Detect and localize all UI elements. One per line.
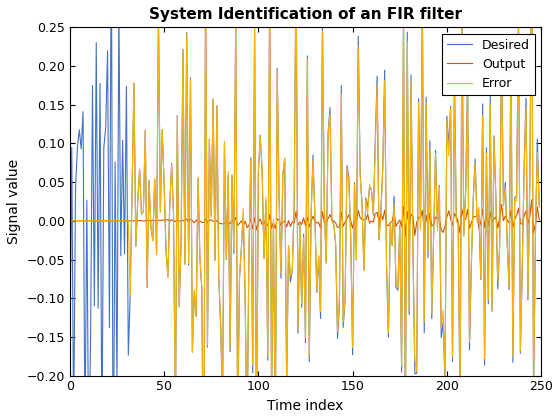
Output: [338, 210, 344, 215]
Line: Desired: Desired: [70, 0, 539, 420]
Output: [144, 218, 151, 223]
Output: [255, 219, 262, 224]
Line: Output: Output: [70, 200, 539, 236]
Output: [528, 197, 535, 202]
Desired: [264, 358, 271, 363]
Error: [519, 262, 526, 267]
Error: [144, 285, 151, 290]
X-axis label: Time index: Time index: [267, 399, 344, 413]
Desired: [146, 178, 152, 183]
Output: [260, 219, 267, 224]
Legend: Desired, Output, Error: Desired, Output, Error: [442, 34, 535, 95]
Desired: [259, 170, 265, 175]
Desired: [394, 288, 401, 293]
Desired: [521, 162, 528, 167]
Desired: [67, 363, 73, 368]
Error: [257, 134, 264, 139]
Desired: [342, 297, 348, 302]
Output: [391, 210, 398, 215]
Error: [67, 218, 73, 223]
Desired: [536, 204, 543, 209]
Output: [402, 234, 409, 239]
Error: [263, 194, 269, 200]
Error: [536, 205, 543, 210]
Title: System Identification of an FIR filter: System Identification of an FIR filter: [149, 7, 462, 22]
Line: Error: Error: [70, 0, 539, 420]
Output: [519, 222, 526, 227]
Output: [67, 218, 73, 223]
Error: [393, 279, 399, 284]
Y-axis label: Signal value: Signal value: [7, 159, 21, 244]
Error: [340, 320, 347, 325]
Output: [536, 218, 543, 223]
